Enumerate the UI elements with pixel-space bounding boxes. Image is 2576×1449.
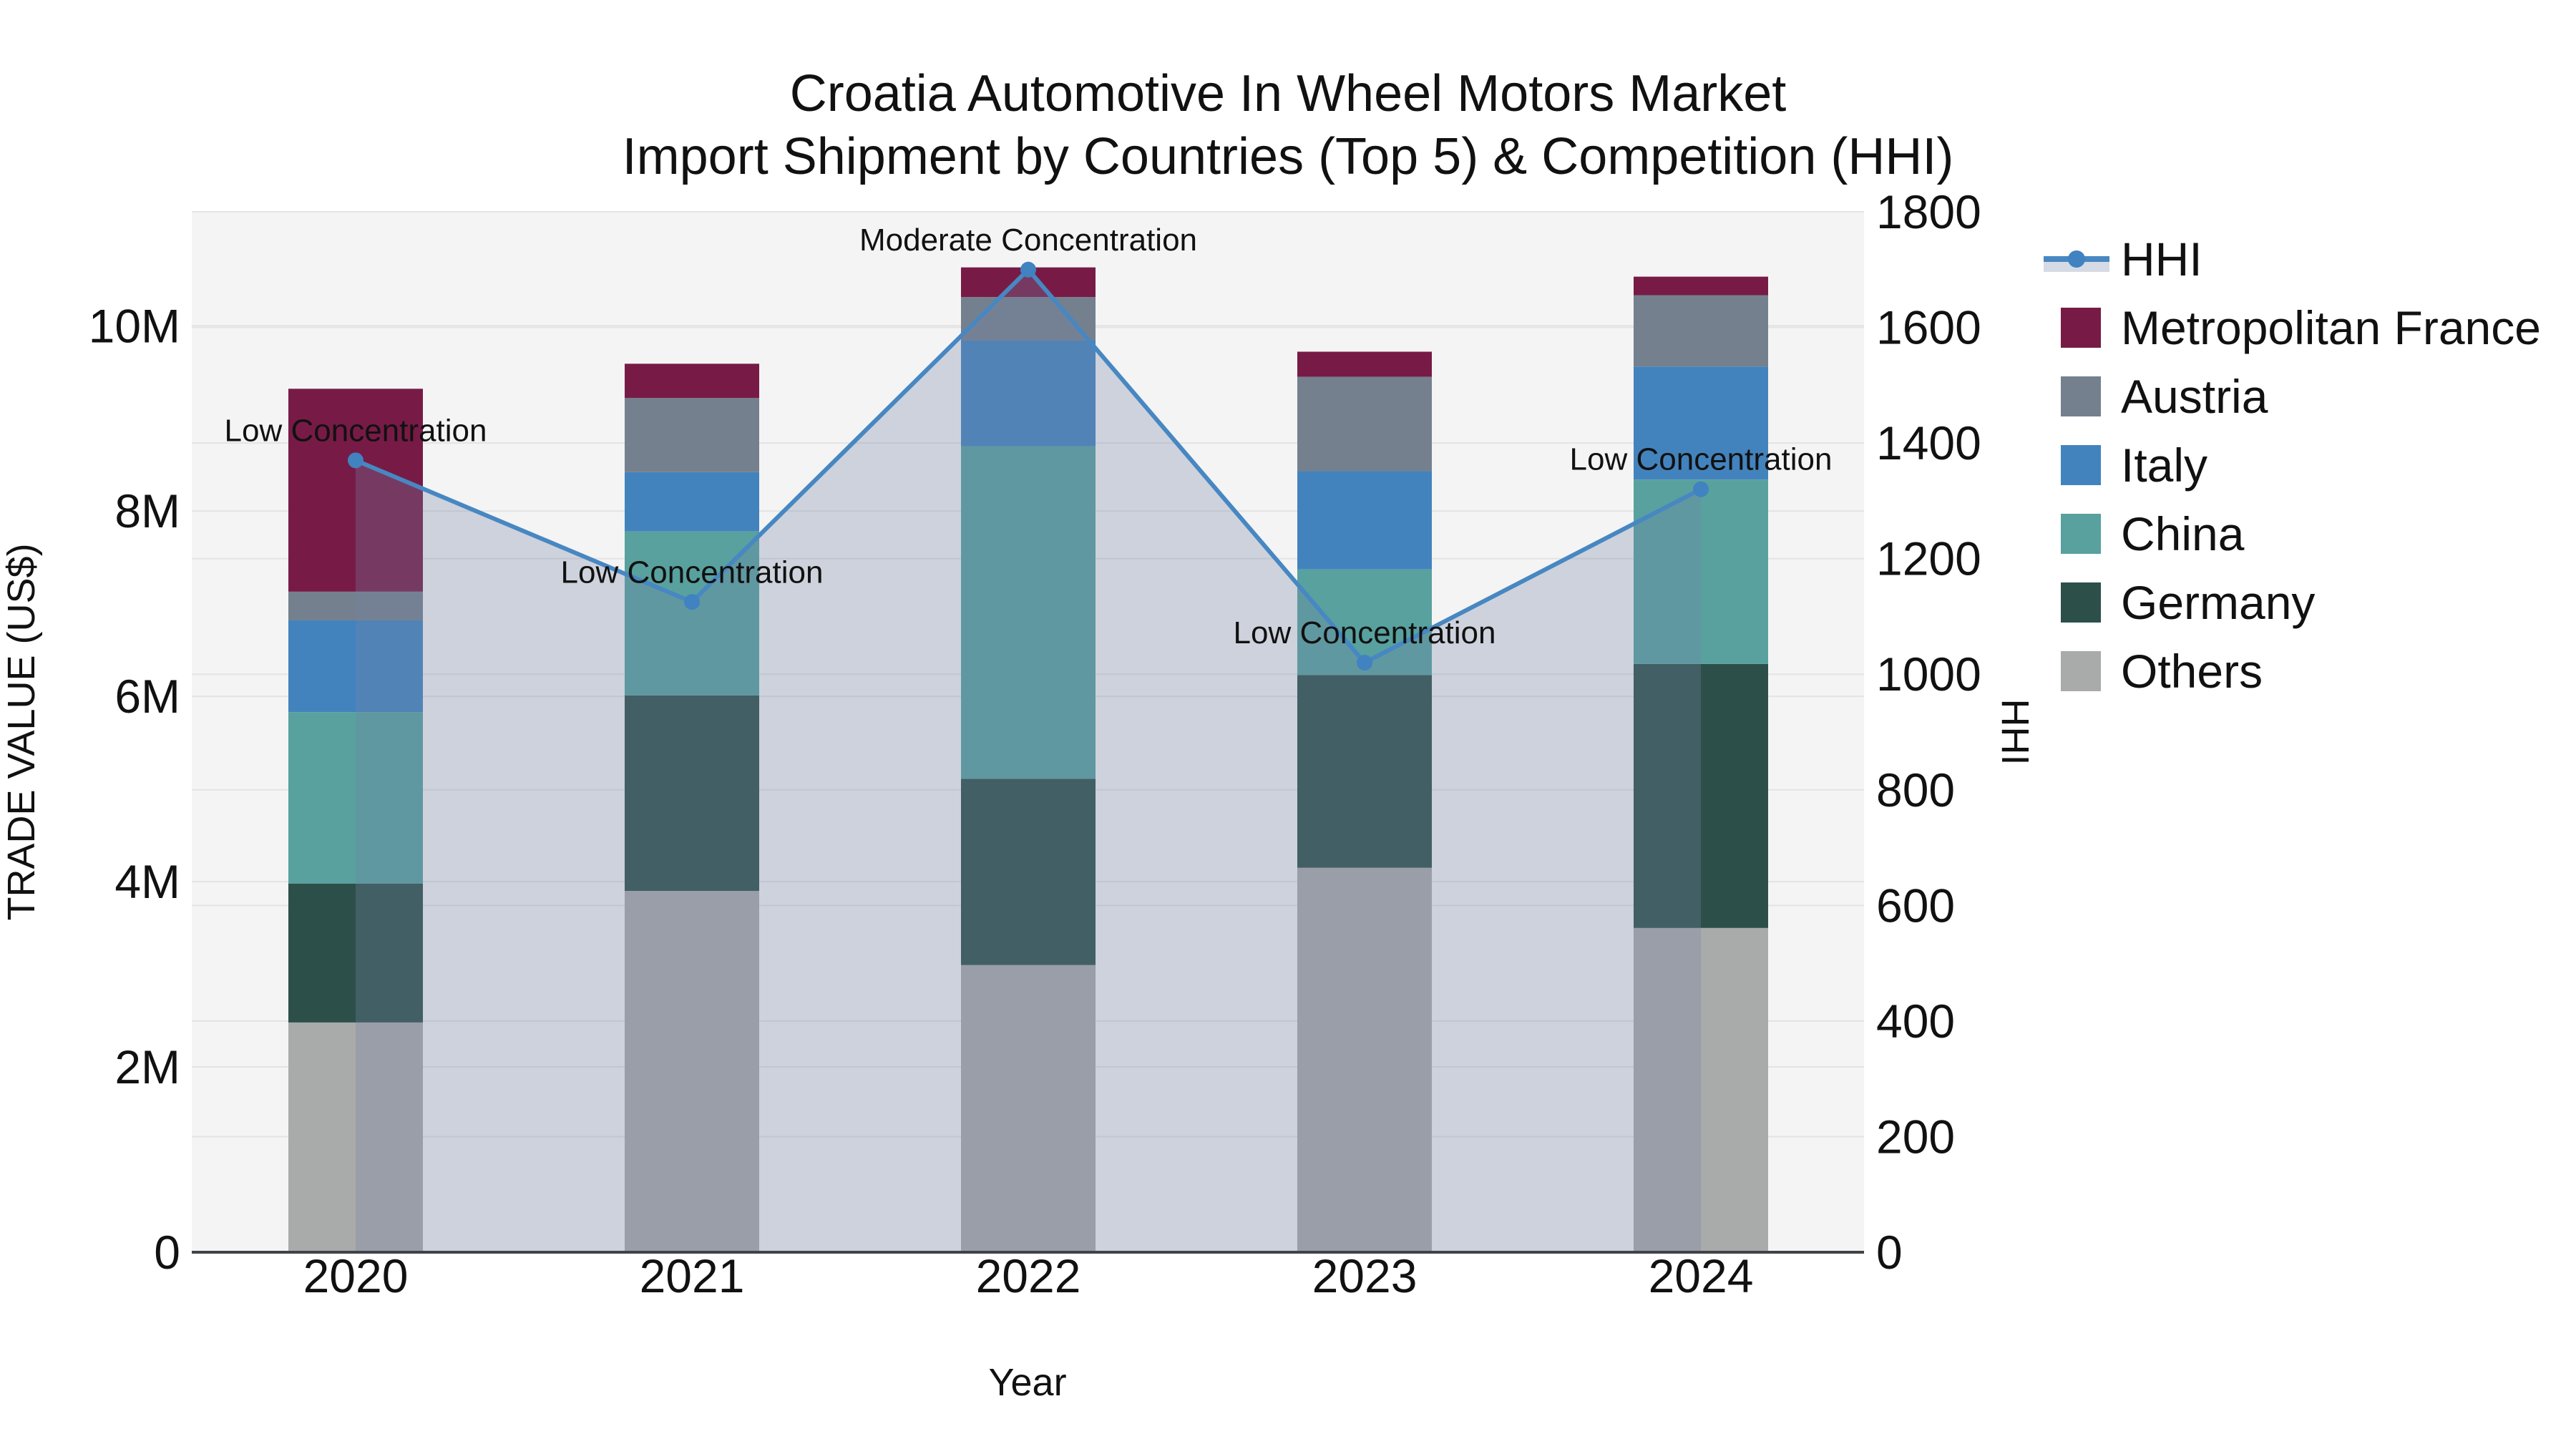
legend-color-swatch xyxy=(2061,376,2101,416)
y-left-tick-2M: 2M xyxy=(114,1040,180,1093)
bar-segment-2020-china[interactable] xyxy=(288,712,423,884)
tick-labels-layer: 0 2M 4M 6M 8M 10M 0 200 400 600 800 1000 1200 1400 160… xyxy=(89,185,1981,1302)
y-right-tick-600: 600 xyxy=(1876,879,1955,932)
y-right-tick-400: 400 xyxy=(1876,995,1955,1048)
x-tick-2024: 2024 xyxy=(1649,1249,1754,1302)
bar-segment-2023-italy[interactable] xyxy=(1297,471,1432,570)
bar-segment-2022-others[interactable] xyxy=(961,965,1096,1252)
bar-segment-2021-others[interactable] xyxy=(625,891,759,1252)
y-left-tick-10M: 10M xyxy=(89,299,180,352)
legend-item-china[interactable]: China xyxy=(2061,507,2245,560)
legend-label: Italy xyxy=(2121,439,2207,492)
legend-item-metropolitan-france[interactable]: Metropolitan France xyxy=(2061,301,2541,354)
bar-segment-2020-others[interactable] xyxy=(288,1022,423,1252)
annotations-layer: Low Concentration Low Concentration Modera… xyxy=(225,223,1833,650)
legend: HHI Metropolitan France Austria Italy China G… xyxy=(2044,233,2541,698)
legend-label: Germany xyxy=(2121,576,2315,629)
y-left-tick-0: 0 xyxy=(154,1226,180,1279)
annotation-2022: Moderate Concentration xyxy=(859,223,1197,258)
bar-segment-2023-others[interactable] xyxy=(1297,867,1432,1252)
bar-segment-2023-metropolitan-france[interactable] xyxy=(1297,351,1432,377)
bar-segment-2024-germany[interactable] xyxy=(1634,663,1768,928)
bar-segment-2020-italy[interactable] xyxy=(288,620,423,713)
hhi-marker-2021[interactable] xyxy=(684,594,700,610)
bar-segment-2023-germany[interactable] xyxy=(1297,675,1432,868)
stacked-bars-layer xyxy=(288,267,1768,1252)
legend-item-germany[interactable]: Germany xyxy=(2061,576,2315,629)
y-right-axis-title: HHI xyxy=(1994,699,2036,766)
bar-segment-2024-others[interactable] xyxy=(1634,927,1768,1252)
hhi-area-fill xyxy=(356,269,1701,1252)
bar-segment-2024-italy[interactable] xyxy=(1634,366,1768,480)
bar-segment-2022-italy[interactable] xyxy=(961,340,1096,447)
legend-item-hhi[interactable]: HHI xyxy=(2044,233,2202,286)
hhi-area-fill-layer xyxy=(356,269,1701,1252)
legend-label: HHI xyxy=(2121,233,2202,286)
y-right-tick-1200: 1200 xyxy=(1876,532,1981,585)
chart-title-line1: Croatia Automotive In Wheel Motors Marke… xyxy=(790,65,1787,122)
x-tick-2022: 2022 xyxy=(976,1249,1081,1302)
legend-label: Austria xyxy=(2121,370,2268,423)
x-tick-2020: 2020 xyxy=(303,1249,409,1302)
bar-segment-2021-metropolitan-france[interactable] xyxy=(625,364,759,399)
legend-label: Others xyxy=(2121,645,2263,698)
legend-item-austria[interactable]: Austria xyxy=(2061,370,2268,423)
chart-title-line2: Import Shipment by Countries (Top 5) & C… xyxy=(623,128,1954,185)
legend-item-italy[interactable]: Italy xyxy=(2061,439,2207,492)
bar-segment-2023-austria[interactable] xyxy=(1297,376,1432,472)
bar-segment-2024-metropolitan-france[interactable] xyxy=(1634,276,1768,296)
y-right-tick-200: 200 xyxy=(1876,1110,1955,1163)
y-left-axis-title: TRADE VALUE (US$) xyxy=(0,543,43,920)
annotation-2023: Low Concentration xyxy=(1234,615,1496,650)
y-right-tick-800: 800 xyxy=(1876,763,1955,816)
legend-color-swatch xyxy=(2061,651,2101,691)
hhi-marker-2023[interactable] xyxy=(1357,655,1372,671)
x-axis-title: Year xyxy=(988,1361,1066,1404)
legend-color-swatch xyxy=(2061,514,2101,554)
bar-segment-2024-austria[interactable] xyxy=(1634,295,1768,367)
annotation-2021: Low Concentration xyxy=(561,555,824,590)
y-left-tick-8M: 8M xyxy=(114,484,180,537)
hhi-marker-2022[interactable] xyxy=(1020,261,1036,278)
legend-color-swatch xyxy=(2061,308,2101,348)
hhi-line-layer xyxy=(348,261,1709,671)
bar-segment-2021-austria[interactable] xyxy=(625,398,759,472)
bar-segment-2020-metropolitan-france[interactable] xyxy=(288,389,423,592)
legend-label: China xyxy=(2121,507,2245,560)
hhi-marker-2020[interactable] xyxy=(348,452,364,469)
legend-color-swatch xyxy=(2061,582,2101,623)
hhi-marker-2024[interactable] xyxy=(1693,481,1709,497)
legend-label: Metropolitan France xyxy=(2121,301,2541,354)
y-left-tick-4M: 4M xyxy=(114,855,180,908)
legend-hhi-marker-swatch xyxy=(2068,250,2085,268)
annotation-2020: Low Concentration xyxy=(225,413,487,448)
bar-segment-2022-china[interactable] xyxy=(961,446,1096,779)
y-right-tick-1400: 1400 xyxy=(1876,416,1981,469)
legend-item-others[interactable]: Others xyxy=(2061,645,2263,698)
x-tick-2023: 2023 xyxy=(1312,1249,1418,1302)
x-tick-2021: 2021 xyxy=(640,1249,745,1302)
annotation-2024: Low Concentration xyxy=(1570,442,1833,477)
bar-segment-2022-germany[interactable] xyxy=(961,779,1096,965)
bar-segment-2021-italy[interactable] xyxy=(625,472,759,532)
bar-segment-2020-austria[interactable] xyxy=(288,591,423,620)
y-left-tick-6M: 6M xyxy=(114,670,180,723)
y-right-tick-0: 0 xyxy=(1876,1226,1903,1279)
bar-segment-2020-germany[interactable] xyxy=(288,883,423,1023)
y-right-tick-1800: 1800 xyxy=(1876,185,1981,238)
bar-segment-2021-germany[interactable] xyxy=(625,695,759,892)
legend-color-swatch xyxy=(2061,445,2101,485)
y-right-tick-1600: 1600 xyxy=(1876,301,1981,354)
y-right-tick-1000: 1000 xyxy=(1876,648,1981,701)
